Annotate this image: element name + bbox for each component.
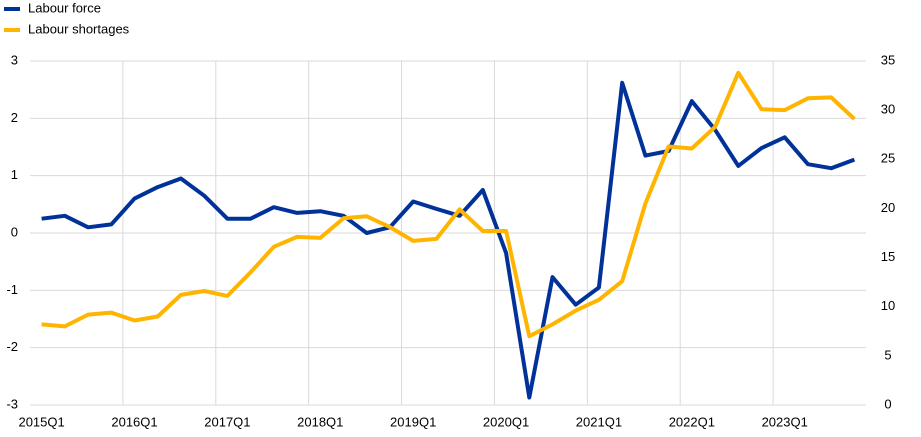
x-tick-label: 2021Q1 bbox=[576, 414, 622, 429]
y2-tick-label: 25 bbox=[881, 151, 895, 166]
x-tick-label: 2017Q1 bbox=[204, 414, 250, 429]
y2-tick-label: 15 bbox=[881, 249, 895, 264]
series-line bbox=[41, 80, 856, 400]
y2-tick-label: 30 bbox=[881, 102, 895, 117]
y2-tick-label: 10 bbox=[881, 298, 895, 313]
y-tick-label: -2 bbox=[6, 339, 18, 354]
x-tick-label: 2020Q1 bbox=[483, 414, 529, 429]
x-tick-label: 2019Q1 bbox=[390, 414, 436, 429]
y2-tick-label: 35 bbox=[881, 52, 895, 67]
y2-tick-label: 20 bbox=[881, 200, 895, 215]
y-tick-label: 2 bbox=[11, 110, 18, 125]
x-tick-label: 2015Q1 bbox=[18, 414, 64, 429]
x-tick-label: 2016Q1 bbox=[111, 414, 157, 429]
y-tick-label: 1 bbox=[11, 167, 18, 182]
y-tick-label: -1 bbox=[6, 282, 18, 297]
y2-tick-label: 5 bbox=[884, 347, 891, 362]
y2-tick-label: 0 bbox=[884, 396, 891, 411]
x-tick-label: 2022Q1 bbox=[669, 414, 715, 429]
y-tick-label: 0 bbox=[11, 224, 18, 239]
legend-label: Labour force bbox=[28, 0, 101, 15]
legend-label: Labour shortages bbox=[28, 21, 130, 36]
y-tick-label: -3 bbox=[6, 396, 18, 411]
y-tick-label: 3 bbox=[11, 52, 18, 67]
x-tick-label: 2023Q1 bbox=[762, 414, 808, 429]
x-tick-label: 2018Q1 bbox=[297, 414, 343, 429]
series-line bbox=[41, 70, 856, 339]
